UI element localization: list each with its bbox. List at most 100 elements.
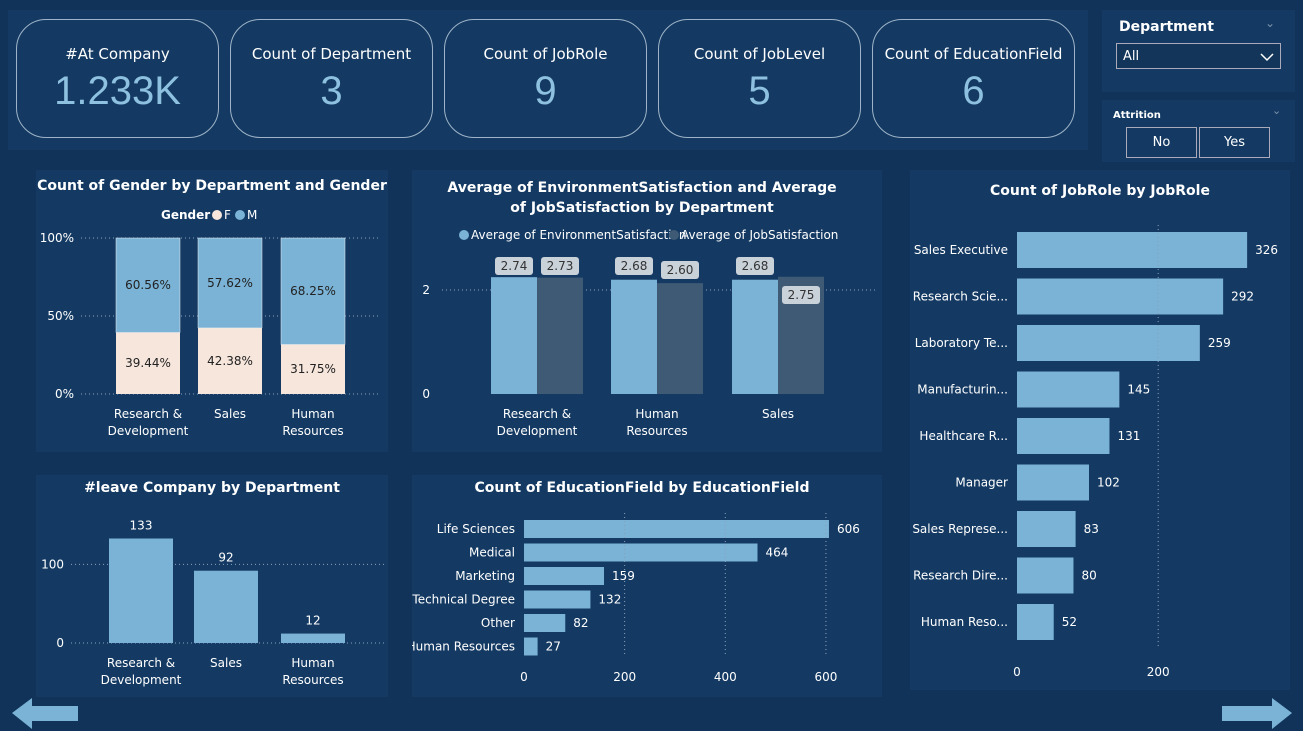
y-tick-label: Manager — [955, 476, 1008, 490]
gender-chart-panel: Count of Gender by Department and Gender… — [36, 170, 388, 452]
data-label: 92 — [218, 551, 233, 565]
leave-chart-svg: 0 100 133 Research & Development 92 Sales 12 Hum… — [41, 519, 384, 687]
bar-segment-f — [281, 344, 345, 394]
kpi-value: 5 — [748, 69, 771, 113]
y-tick-label: 0% — [55, 387, 74, 401]
y-tick-label: 50% — [47, 309, 74, 323]
bar — [524, 590, 591, 609]
bar-segment-m — [197, 237, 263, 329]
legend-label: M — [247, 208, 257, 222]
chart-title: Count of JobRole by JobRole — [990, 183, 1210, 199]
kpi-card-jobrole-count: Count of JobRole 9 — [444, 19, 647, 138]
bar — [1017, 418, 1110, 454]
data-label: 464 — [765, 546, 788, 560]
data-label: 2.68 — [621, 259, 648, 273]
y-tick-label: Life Sciences — [437, 522, 515, 536]
y-tick-label: Other — [481, 616, 515, 630]
jobrole-chart-svg: Sales Executive 326 Research Scie... 292 Lab… — [912, 225, 1278, 679]
legend-marker-f — [212, 210, 222, 220]
data-label-box — [541, 257, 579, 275]
chart-title: Average of EnvironmentSatisfaction and A… — [447, 180, 837, 216]
data-label: 39.44% — [125, 356, 171, 370]
data-label-box — [661, 261, 699, 279]
attrition-option-yes[interactable]: Yes — [1199, 127, 1270, 158]
x-tick-label: 0 — [1013, 665, 1021, 679]
data-label: 83 — [1084, 522, 1099, 536]
data-label: 68.25% — [290, 284, 336, 298]
forward-arrow-icon[interactable] — [1220, 696, 1296, 731]
chevron-down-icon[interactable]: ⌄ — [1272, 104, 1282, 117]
data-label: 159 — [612, 569, 635, 583]
y-tick-label: Medical — [469, 546, 515, 560]
x-tick-label: Research & Development — [108, 407, 189, 438]
x-tick-label: Research & Development — [101, 656, 182, 687]
data-label-box — [615, 257, 653, 275]
data-label-box — [782, 286, 820, 304]
y-tick-label: 0 — [422, 387, 430, 401]
education-chart-panel: Count of EducationField by EducationFiel… — [412, 475, 882, 697]
x-tick-label: 200 — [613, 670, 636, 684]
kpi-label: Count of JobLevel — [693, 45, 826, 63]
bar-segment-m — [280, 237, 346, 345]
data-label: 102 — [1097, 476, 1120, 490]
data-label: 2.74 — [501, 259, 528, 273]
kpi-label: Count of EducationField — [884, 45, 1063, 63]
x-tick-label: Human Resources — [626, 407, 687, 438]
y-tick-label: 100% — [40, 231, 74, 245]
data-label: 133 — [130, 519, 153, 533]
bar — [524, 637, 538, 656]
attrition-slicer-label: Attrition — [1113, 110, 1161, 121]
y-tick-label: Research Scie... — [913, 290, 1008, 304]
department-slicer-label: Department — [1119, 19, 1214, 35]
data-label: 31.75% — [290, 362, 336, 376]
data-label: 82 — [573, 616, 588, 630]
bar-segment-f — [198, 327, 262, 394]
satisfaction-chart-panel: Average of EnvironmentSatisfaction and A… — [412, 170, 882, 452]
bar — [1017, 604, 1054, 640]
legend-marker — [669, 230, 679, 240]
legend-marker-m — [235, 210, 245, 220]
data-label: 2.68 — [742, 259, 769, 273]
bar — [1017, 371, 1120, 408]
kpi-label: Count of Department — [251, 45, 412, 63]
data-label: 132 — [598, 593, 621, 607]
bar — [491, 277, 537, 394]
data-label: 131 — [1117, 429, 1140, 443]
legend-label: Average of JobSatisfaction — [681, 228, 838, 242]
y-tick-label: Manufacturin... — [917, 383, 1008, 397]
back-arrow-icon[interactable] — [10, 696, 82, 731]
bar — [611, 279, 657, 394]
bar — [1017, 557, 1074, 594]
legend-label: F — [224, 208, 231, 222]
kpi-value: 3 — [320, 69, 343, 113]
data-label: 145 — [1127, 383, 1150, 397]
y-tick-label: Sales Represe... — [912, 522, 1008, 536]
bar — [109, 538, 173, 643]
chart-title: #leave Company by Department — [84, 480, 340, 496]
bar — [1017, 278, 1224, 315]
x-tick-label: Research & Development — [497, 407, 578, 438]
kpi-strip — [8, 10, 1088, 150]
data-label: 12 — [305, 614, 320, 628]
kpi-label: #At Company — [65, 45, 170, 63]
kpi-card-department-count: Count of Department 3 — [230, 19, 433, 138]
bar — [732, 279, 778, 394]
x-tick-label: Human Resources — [282, 407, 343, 438]
attrition-option-no[interactable]: No — [1126, 127, 1197, 158]
y-tick-label: Human Reso... — [921, 615, 1008, 629]
data-label: 80 — [1081, 569, 1096, 583]
x-tick-label: Sales — [214, 407, 246, 421]
y-tick-label: Research Dire... — [913, 569, 1008, 583]
chevron-down-icon[interactable]: ⌄ — [1265, 16, 1276, 30]
x-tick-label: Sales — [762, 407, 794, 421]
department-slicer: Department ⌄ All — [1102, 10, 1295, 92]
data-label: 60.56% — [125, 278, 171, 292]
department-dropdown[interactable]: All — [1116, 43, 1281, 69]
data-label: 2.75 — [788, 288, 815, 302]
data-label: 52 — [1062, 615, 1077, 629]
bar — [657, 283, 703, 394]
data-label-box — [736, 257, 774, 275]
x-tick-label: Sales — [210, 656, 242, 670]
x-tick-label: 200 — [1147, 665, 1170, 679]
y-tick-label: Sales Executive — [914, 243, 1008, 257]
